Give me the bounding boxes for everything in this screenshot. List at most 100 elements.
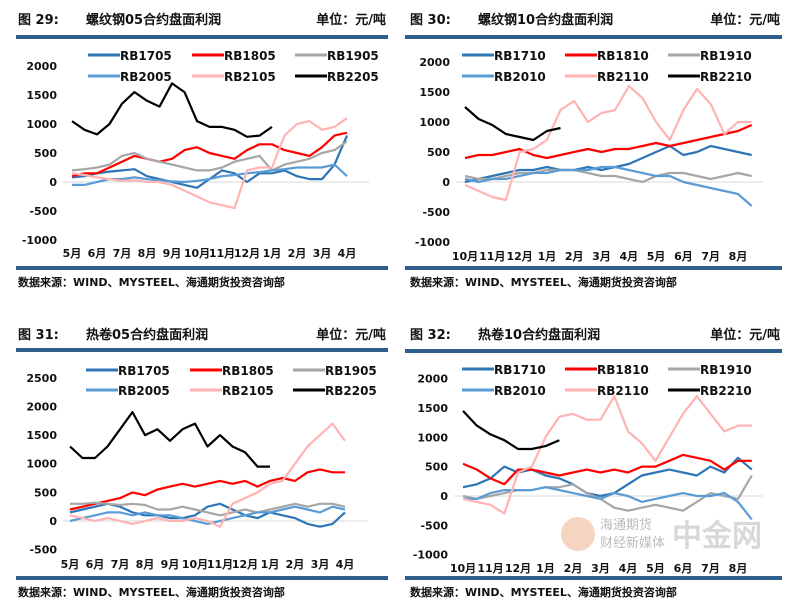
y-tick-label: -500 xyxy=(29,544,57,557)
x-tick-label: 3月 xyxy=(313,247,332,260)
legend-label: RB2110 xyxy=(597,70,649,84)
y-tick-label: 500 xyxy=(427,146,450,159)
x-tick-label: 3月 xyxy=(592,250,611,263)
figure-label: 图 31: xyxy=(18,328,59,343)
legend-label: RB2105 xyxy=(224,70,276,84)
legend-label: RB1810 xyxy=(597,49,649,63)
x-tick-label: 11月 xyxy=(479,250,505,263)
series-line-rb1805 xyxy=(71,131,348,178)
x-tick-label: 10月 xyxy=(452,250,478,263)
watermark: 海通期货 财经新媒体 中金网 xyxy=(561,517,762,554)
x-tick-label: 5月 xyxy=(63,247,82,260)
x-tick-label: 6月 xyxy=(674,562,693,575)
x-tick-label: 10月 xyxy=(184,247,210,260)
y-tick-label: 2000 xyxy=(26,60,57,73)
legend-label: RB2205 xyxy=(325,384,377,398)
series-line-rb2110 xyxy=(462,395,752,515)
x-tick-label: 1月 xyxy=(538,250,557,263)
x-tick-label: 12月 xyxy=(506,250,532,263)
x-tick-label: 10月 xyxy=(182,558,208,571)
legend-label: RB2210 xyxy=(700,384,752,398)
chart-title: 热卷05合约盘面利润 xyxy=(86,327,208,343)
series-line-rb1905 xyxy=(70,501,346,517)
x-tick-label: 4月 xyxy=(336,558,355,571)
x-tick-label: 5月 xyxy=(646,562,665,575)
series-line-rb2205 xyxy=(71,82,273,138)
chart-title: 热卷10合约盘面利润 xyxy=(478,327,600,343)
legend-label: RB1910 xyxy=(700,49,752,63)
x-tick-label: 2月 xyxy=(564,562,583,575)
series-line-rb1905 xyxy=(71,140,348,172)
legend-label: RB1910 xyxy=(700,363,752,377)
figure-label: 图 29: xyxy=(18,13,59,28)
series-line-rb1705 xyxy=(69,502,346,528)
figure-label: 图 32: xyxy=(410,328,451,343)
legend-label: RB2005 xyxy=(120,70,172,84)
y-tick-label: 2000 xyxy=(26,400,57,413)
source-note: 数据来源：WIND、MYSTEEL、海通期货投资咨询部 xyxy=(410,585,677,599)
legend-label: RB1905 xyxy=(325,364,377,378)
x-tick-label: 11月 xyxy=(209,247,235,260)
series-line-rb1810 xyxy=(462,453,752,486)
legend-label: RB2105 xyxy=(222,384,274,398)
series-line-rb1810 xyxy=(464,123,753,160)
x-tick-label: 8月 xyxy=(729,562,748,575)
x-tick-label: 1月 xyxy=(536,562,555,575)
series-line-rb2210 xyxy=(462,410,560,451)
series-line-rb1710 xyxy=(462,456,753,498)
y-tick-label: 1500 xyxy=(419,86,450,99)
x-tick-label: 2月 xyxy=(288,247,307,260)
watermark-logo-icon xyxy=(561,517,595,551)
series-line-rb2205 xyxy=(69,411,270,468)
y-tick-label: -500 xyxy=(420,519,448,532)
watermark-sub1: 海通期货 xyxy=(600,517,652,533)
legend-label: RB1805 xyxy=(222,364,274,378)
series-line-rb2105 xyxy=(69,422,346,528)
y-tick-label: 2500 xyxy=(26,372,57,385)
series-line-rb2210 xyxy=(464,106,561,142)
x-tick-label: 2月 xyxy=(286,558,305,571)
legend-label: RB1805 xyxy=(224,49,276,63)
source-note: 数据来源：WIND、MYSTEEL、海通期货投资咨询部 xyxy=(18,275,285,289)
legend-label: RB1810 xyxy=(597,363,649,377)
x-tick-label: 12月 xyxy=(234,247,260,260)
unit-label: 单位：元/吨 xyxy=(316,327,386,343)
chart-panel-4: 图 32: 热卷10合约盘面利润 单位：元/吨数据来源：WIND、MYSTEEL、海… xyxy=(405,327,782,599)
legend-label: RB2010 xyxy=(494,384,546,398)
series-line-rb2110 xyxy=(464,84,752,202)
y-tick-label: 500 xyxy=(425,461,448,474)
x-tick-label: 11月 xyxy=(477,562,503,575)
y-tick-label: 500 xyxy=(34,486,57,499)
x-tick-label: 9月 xyxy=(163,247,182,260)
x-tick-label: 7月 xyxy=(111,558,130,571)
legend-label: RB2010 xyxy=(494,70,546,84)
chart-panel-1: 图 29: 螺纹钢05合约盘面利润 单位：元/吨数据来源：WIND、MYSTEEL、… xyxy=(16,12,388,289)
y-tick-label: 0 xyxy=(440,490,448,503)
x-tick-label: 1月 xyxy=(263,247,282,260)
source-note: 数据来源：WIND、MYSTEEL、海通期货投资咨询部 xyxy=(410,275,677,289)
x-tick-label: 12月 xyxy=(505,562,531,575)
y-tick-label: 1500 xyxy=(26,89,57,102)
chart-title: 螺纹钢10合约盘面利润 xyxy=(478,12,613,28)
legend-label: RB2110 xyxy=(597,384,649,398)
legend-label: RB2005 xyxy=(118,384,170,398)
y-tick-label: 2000 xyxy=(419,56,450,69)
x-tick-label: 5月 xyxy=(61,558,80,571)
x-tick-label: 9月 xyxy=(161,558,180,571)
x-tick-label: 7月 xyxy=(113,247,132,260)
unit-label: 单位：元/吨 xyxy=(710,327,780,343)
series-line-rb1805 xyxy=(69,468,345,511)
x-tick-label: 3月 xyxy=(591,562,610,575)
figure-label: 图 30: xyxy=(410,13,451,28)
x-tick-label: 11月 xyxy=(207,558,233,571)
x-tick-label: 7月 xyxy=(701,250,720,263)
watermark-sub2: 财经新媒体 xyxy=(600,535,665,551)
series-line-rb1710 xyxy=(464,144,752,184)
x-tick-label: 6月 xyxy=(86,558,105,571)
y-tick-label: 1000 xyxy=(26,118,57,131)
watermark-brand: 中金网 xyxy=(672,519,762,554)
y-tick-label: 0 xyxy=(49,176,57,189)
y-tick-label: 1000 xyxy=(419,116,450,129)
x-tick-label: 4月 xyxy=(619,250,638,263)
